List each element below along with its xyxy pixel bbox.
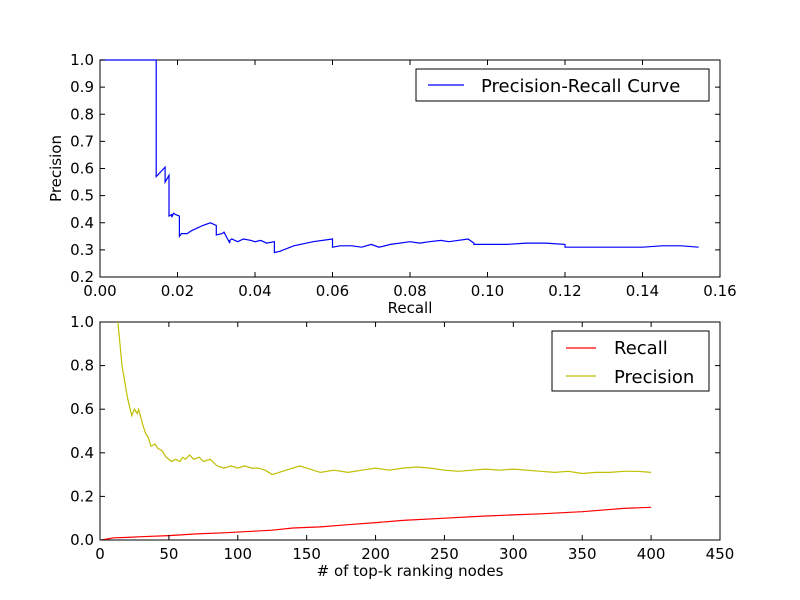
x-tick-label: 450 (706, 545, 735, 563)
x-tick-label: 0.16 (703, 282, 736, 300)
x-axis-label: # of top-k ranking nodes (317, 562, 504, 580)
x-tick-label: 0.04 (238, 282, 271, 300)
legend-label-precision: Precision (614, 367, 694, 388)
legend: Recall Precision (551, 330, 710, 392)
x-tick-label: 250 (430, 545, 459, 563)
x-tick-label: 0.10 (471, 282, 504, 300)
x-tick-label: 150 (292, 545, 321, 563)
tick-marks (99, 321, 721, 541)
x-tick-label: 100 (223, 545, 252, 563)
x-tick-label: 0.14 (626, 282, 659, 300)
y-tick-label: 1.0 (70, 313, 94, 331)
topk-chart: 0 50 100 150 200 250 300 350 400 450 0.0 0.2 0.4 0.6… (70, 313, 734, 580)
y-tick-labels: 0.0 0.2 0.4 0.6 0.8 1.0 (70, 313, 94, 549)
plot-marks (100, 59, 699, 254)
x-tick-label: 400 (637, 545, 666, 563)
y-tick-label: 1.0 (70, 51, 94, 69)
legend-label-recall: Recall (614, 338, 668, 359)
y-tick-label: 0.2 (70, 268, 94, 286)
x-tick-labels: 0 50 100 150 200 250 300 350 400 450 (95, 545, 734, 563)
x-tick-label: 0.06 (316, 282, 349, 300)
y-tick-label: 0.4 (70, 214, 94, 232)
y-tick-label: 0.4 (70, 444, 94, 462)
y-tick-label: 0.5 (70, 187, 94, 205)
x-tick-label: 300 (499, 545, 528, 563)
plot-marks (101, 321, 652, 541)
series-line-recall (101, 506, 652, 541)
x-axis-label: Recall (388, 299, 433, 317)
tick-marks (99, 59, 721, 278)
y-tick-label: 0.3 (70, 241, 94, 259)
legend-box (415, 68, 710, 102)
x-tick-label: 350 (568, 545, 597, 563)
y-tick-label: 0.2 (70, 487, 94, 505)
x-tick-label: 0.02 (161, 282, 194, 300)
y-tick-label: 0.6 (70, 400, 94, 418)
y-tick-label: 0.7 (70, 132, 94, 150)
y-tick-label: 0.6 (70, 160, 94, 178)
x-tick-labels: 0.00 0.02 0.04 0.06 0.08 0.10 0.12 0.14 0.16 (83, 282, 736, 300)
precision-recall-chart: 0.00 0.02 0.04 0.06 0.08 0.10 0.12 0.14 0.16 0.2… (47, 51, 737, 317)
x-tick-label: 0.08 (393, 282, 426, 300)
legend-box (551, 330, 710, 392)
series-line-precision (117, 321, 652, 476)
y-tick-labels: 0.2 0.3 0.4 0.5 0.6 0.7 0.8 0.9 1.0 (70, 51, 94, 286)
x-tick-label: 0 (95, 545, 105, 563)
legend: Precision-Recall Curve (415, 68, 710, 102)
x-tick-label: 200 (361, 545, 390, 563)
series-line-precision-recall-curve (100, 59, 699, 254)
legend-label-precision-recall-curve: Precision-Recall Curve (481, 76, 680, 97)
x-tick-label: 50 (159, 545, 178, 563)
y-tick-label: 0.0 (70, 531, 94, 549)
y-axis-label: Precision (47, 135, 65, 202)
y-tick-label: 0.9 (70, 78, 94, 96)
y-tick-label: 0.8 (70, 357, 94, 375)
y-tick-label: 0.8 (70, 105, 94, 123)
x-tick-label: 0.12 (548, 282, 581, 300)
x-tick-label: 0.00 (83, 282, 116, 300)
